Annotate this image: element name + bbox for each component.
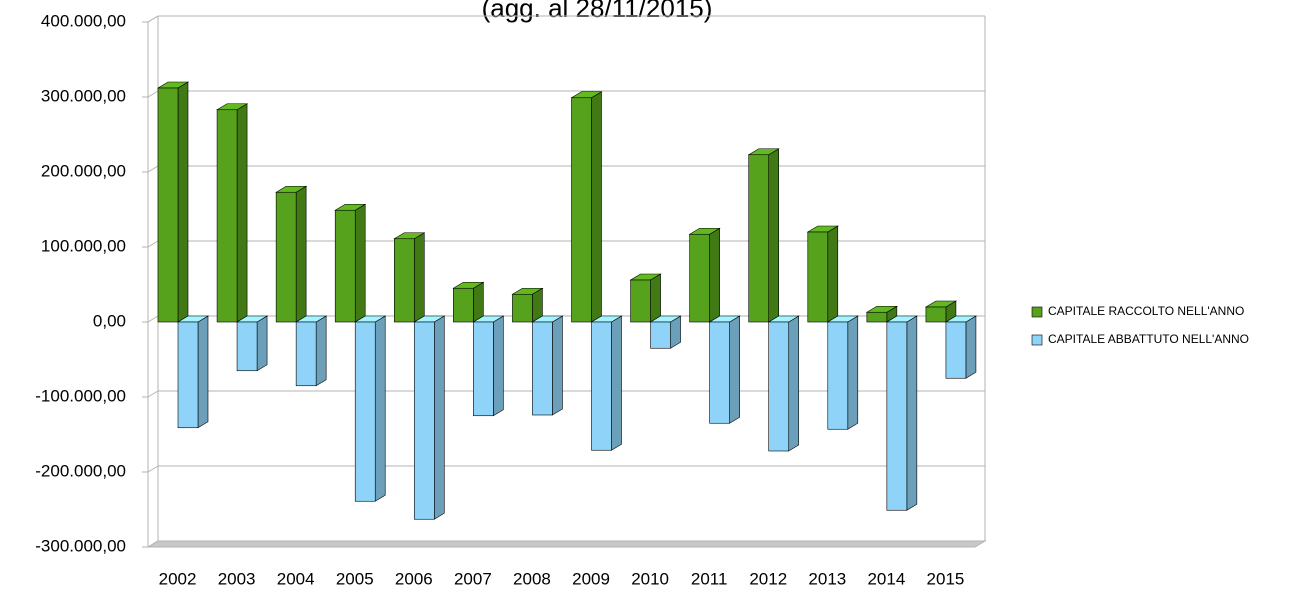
legend-label: CAPITALE RACCOLTO NELL'ANNO — [1048, 304, 1244, 318]
bar-side — [827, 225, 839, 323]
bar-side — [473, 281, 484, 323]
y-tick-label: 400.000,00 — [41, 11, 126, 30]
x-tick-label: 2008 — [513, 569, 551, 588]
bar-side — [650, 273, 661, 323]
bar — [630, 279, 651, 323]
bar-side — [611, 315, 622, 451]
grid-line — [147, 15, 159, 23]
x-tick-label: 2014 — [867, 569, 905, 588]
x-tick-label: 2011 — [691, 569, 728, 588]
grid-line — [147, 90, 159, 98]
bar-side — [236, 103, 248, 323]
x-tick-label: 2012 — [749, 569, 787, 588]
y-tick-label: -200.000,00 — [35, 461, 126, 480]
bar — [532, 321, 553, 416]
bar-side — [591, 91, 602, 323]
bar-side — [256, 315, 268, 372]
bar — [216, 109, 238, 323]
x-tick-label: 2006 — [395, 569, 433, 588]
bar — [866, 311, 888, 323]
x-tick-label: 2009 — [572, 569, 610, 588]
bar — [945, 321, 967, 379]
bar — [591, 321, 612, 451]
y-tick-label: -300.000,00 — [35, 536, 126, 555]
bar — [473, 321, 494, 417]
y-tick-label: 300.000,00 — [41, 86, 126, 105]
bar — [571, 97, 592, 323]
bar — [453, 287, 474, 323]
bar — [886, 321, 908, 511]
bar-side — [413, 232, 425, 323]
bar — [709, 321, 730, 424]
bar-side — [552, 315, 563, 416]
bar-side — [729, 315, 740, 424]
legend-label: CAPITALE ABBATTUTO NELL'ANNO — [1048, 332, 1249, 346]
x-tick-label: 2015 — [927, 569, 965, 588]
bar — [768, 321, 790, 452]
bar-side — [709, 227, 720, 323]
bar — [334, 209, 356, 323]
x-tick-label: 2010 — [631, 569, 669, 588]
grid-line — [147, 540, 159, 548]
bar — [807, 231, 829, 323]
bar-side — [354, 203, 366, 323]
grid-line — [147, 240, 159, 248]
bar — [650, 321, 671, 349]
chart-title: (agg. al 28/11/2015) — [482, 0, 713, 23]
y-tick-label: -100.000,00 — [35, 386, 126, 405]
x-tick-label: 2002 — [159, 569, 197, 588]
bar — [925, 306, 947, 323]
bar — [413, 321, 435, 520]
grid-line — [147, 465, 159, 473]
bar-side — [965, 315, 977, 379]
bar — [354, 321, 376, 502]
bar — [827, 321, 849, 430]
bar — [275, 191, 297, 323]
x-tick-label: 2003 — [218, 569, 256, 588]
legend-swatch — [1031, 306, 1043, 318]
floor — [146, 540, 987, 548]
bar — [512, 293, 533, 323]
bar — [177, 321, 199, 429]
bar-side — [906, 315, 918, 511]
legend-swatch — [1031, 334, 1043, 346]
bar — [393, 238, 415, 323]
bar — [689, 233, 710, 323]
grid-line — [147, 390, 159, 398]
bar-side — [493, 315, 504, 417]
bar — [295, 321, 317, 387]
bar — [157, 87, 179, 323]
grid-line — [147, 315, 159, 323]
grid-line — [147, 165, 159, 173]
bar-side — [295, 185, 307, 323]
y-tick-label: 0,00 — [93, 311, 126, 330]
y-tick-label: 200.000,00 — [41, 161, 126, 180]
x-tick-label: 2013 — [808, 569, 846, 588]
bar — [236, 321, 258, 372]
x-tick-label: 2007 — [454, 569, 492, 588]
bar-side — [197, 315, 209, 429]
x-tick-label: 2005 — [336, 569, 374, 588]
y-tick-label: 100.000,00 — [41, 236, 126, 255]
bar-side — [433, 315, 445, 520]
bar — [748, 154, 770, 323]
x-tick-label: 2004 — [277, 569, 315, 588]
bar-side — [177, 81, 189, 323]
bar-side — [788, 315, 800, 452]
bar-side — [315, 315, 327, 387]
bar-side — [847, 315, 859, 430]
bar-side — [374, 315, 386, 502]
bar-side — [768, 148, 780, 323]
